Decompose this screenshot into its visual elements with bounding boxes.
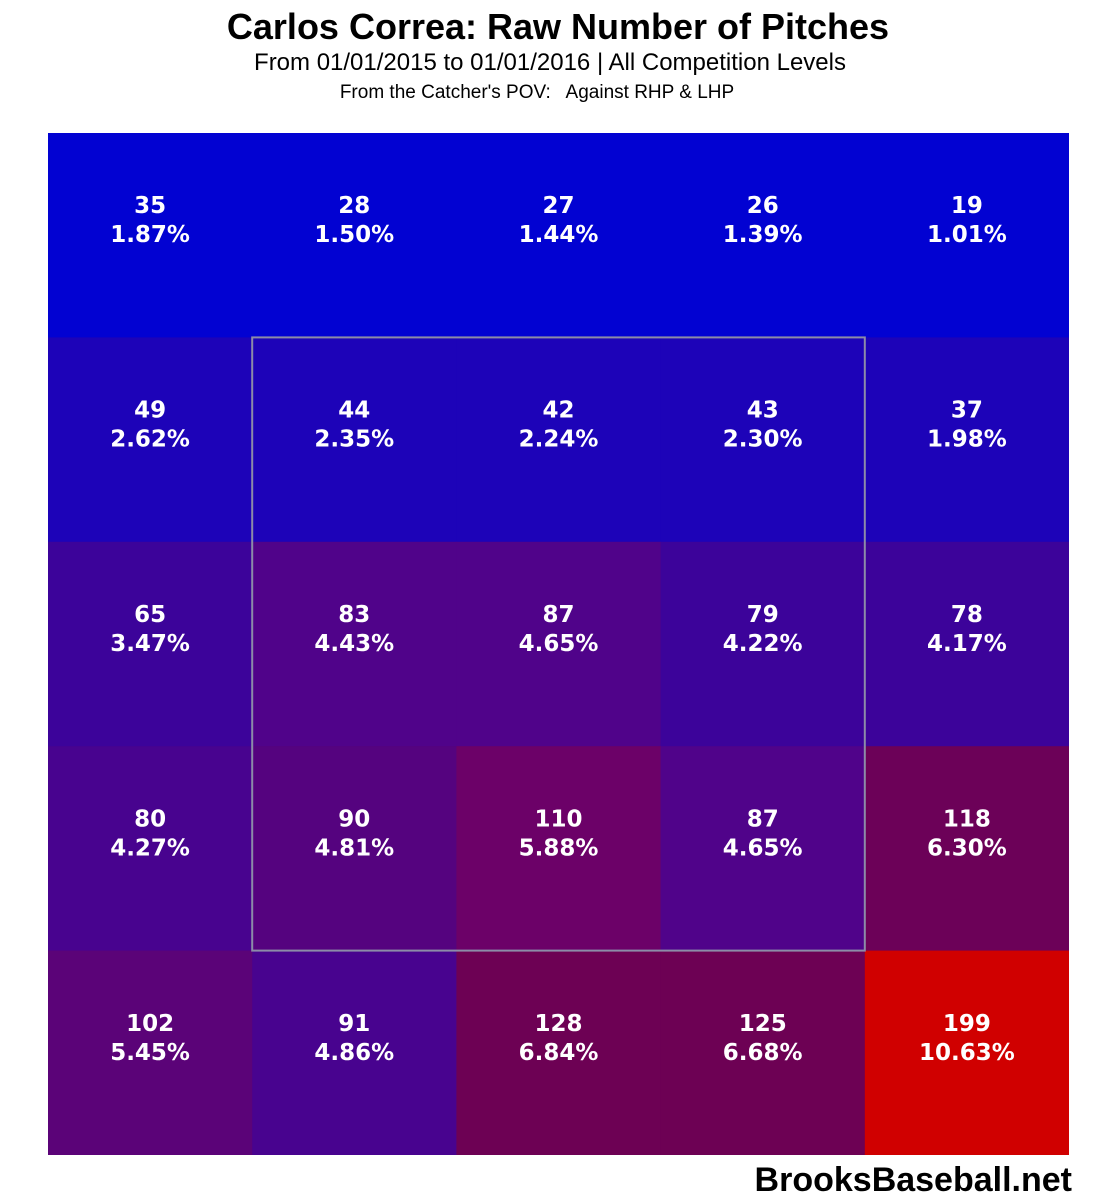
- zone-percent-label: 5.88%: [519, 835, 599, 861]
- zone-count-label: 125: [739, 1011, 787, 1037]
- zone-percent-label: 4.43%: [314, 631, 394, 657]
- zone-percent-label: 4.27%: [110, 835, 190, 861]
- zone-cell-r3-c1: [48, 541, 253, 747]
- zone-count-label: 110: [534, 806, 582, 832]
- zone-cell-r5-c5: [864, 950, 1069, 1155]
- zone-count-label: 78: [951, 602, 983, 628]
- zone-percent-label: 6.68%: [723, 1040, 803, 1066]
- zone-cell-r3-c3: [456, 541, 662, 747]
- zone-cell-r3-c4: [660, 541, 866, 747]
- zone-count-label: 27: [542, 193, 574, 219]
- zone-cell-r3-c5: [864, 541, 1069, 747]
- zone-percent-label: 1.98%: [927, 427, 1007, 453]
- zone-cell-r5-c3: [456, 950, 662, 1155]
- zone-cell-r4-c5: [864, 746, 1069, 952]
- zone-count-label: 65: [134, 602, 166, 628]
- zone-percent-label: 3.47%: [110, 631, 190, 657]
- zone-count-label: 128: [534, 1011, 582, 1037]
- zone-count-label: 44: [338, 398, 370, 424]
- zone-percent-label: 2.30%: [723, 427, 803, 453]
- heatmap-labels: 35 1.87% 28 1.50% 27 1.44% 26 1.39% 19 1.01% 49 2.6…: [110, 193, 1015, 1066]
- zone-count-label: 83: [338, 602, 370, 628]
- zone-percent-label: 6.30%: [927, 835, 1007, 861]
- chart-note: From the Catcher's POV: Against RHP & LH…: [339, 82, 735, 103]
- zone-count-label: 79: [747, 602, 779, 628]
- zone-count-label: 43: [747, 398, 779, 424]
- zone-cell-r2-c1: [48, 337, 253, 543]
- zone-count-label: 118: [943, 806, 991, 832]
- zone-percent-label: 2.35%: [314, 427, 394, 453]
- zone-cell-r5-c4: [660, 950, 866, 1155]
- zone-percent-label: 1.87%: [110, 222, 190, 248]
- zone-percent-label: 4.22%: [723, 631, 803, 657]
- zone-percent-label: 1.39%: [723, 222, 803, 248]
- zone-count-label: 49: [134, 398, 166, 424]
- zone-percent-label: 4.81%: [314, 835, 394, 861]
- zone-cell-r5-c1: [48, 950, 253, 1155]
- zone-cell-r1-c1: [48, 133, 253, 338]
- zone-cell-r1-c3: [456, 133, 662, 338]
- zone-cell-r2-c2: [252, 337, 457, 543]
- zone-percent-label: 4.65%: [519, 631, 599, 657]
- zone-percent-label: 4.17%: [927, 631, 1007, 657]
- chart-title: Carlos Correa: Raw Number of Pitches: [226, 6, 890, 47]
- zone-cell-r4-c3: [456, 746, 662, 952]
- zone-percent-label: 1.01%: [927, 222, 1007, 248]
- zone-count-label: 90: [338, 806, 370, 832]
- zone-count-label: 199: [943, 1011, 991, 1037]
- zone-percent-label: 4.86%: [314, 1040, 394, 1066]
- zone-percent-label: 4.65%: [723, 835, 803, 861]
- zone-cell-r1-c4: [660, 133, 866, 338]
- zone-cell-r2-c5: [864, 337, 1069, 543]
- zone-count-label: 37: [951, 398, 983, 424]
- zone-count-label: 42: [542, 398, 574, 424]
- zone-cell-r2-c3: [456, 337, 662, 543]
- zone-count-label: 28: [338, 193, 370, 219]
- zone-cell-r5-c2: [252, 950, 457, 1155]
- zone-cell-r1-c5: [864, 133, 1069, 338]
- zone-count-label: 35: [134, 193, 166, 219]
- zone-cell-r1-c2: [252, 133, 457, 338]
- zone-count-label: 80: [134, 806, 166, 832]
- zone-percent-label: 1.44%: [519, 222, 599, 248]
- zone-cell-r4-c1: [48, 746, 253, 952]
- zone-percent-label: 6.84%: [519, 1040, 599, 1066]
- zone-percent-label: 2.62%: [110, 427, 190, 453]
- zone-count-label: 87: [542, 602, 574, 628]
- zone-count-label: 19: [951, 193, 983, 219]
- heatmap-cells: [48, 133, 1069, 1155]
- zone-percent-label: 1.50%: [314, 222, 394, 248]
- zone-count-label: 26: [747, 193, 779, 219]
- zone-count-label: 91: [338, 1011, 370, 1037]
- chart-subtitle: From 01/01/2015 to 01/01/2016 | All Comp…: [254, 49, 846, 76]
- zone-percent-label: 10.63%: [919, 1040, 1015, 1066]
- pitch-zone-heatmap: 35 1.87% 28 1.50% 27 1.44% 26 1.39% 19 1.01% 49 2.6…: [48, 133, 1069, 1155]
- zone-cell-r2-c4: [660, 337, 866, 543]
- brooksbaseball-watermark: BrooksBaseball.net: [754, 1161, 1072, 1199]
- zone-count-label: 87: [747, 806, 779, 832]
- zone-count-label: 102: [126, 1011, 174, 1037]
- zone-cell-r3-c2: [252, 541, 457, 747]
- strike-zone-outline: [251, 336, 866, 952]
- zone-cell-r4-c4: [660, 746, 866, 952]
- zone-percent-label: 5.45%: [110, 1040, 190, 1066]
- zone-cell-r4-c2: [252, 746, 457, 952]
- zone-percent-label: 2.24%: [519, 427, 599, 453]
